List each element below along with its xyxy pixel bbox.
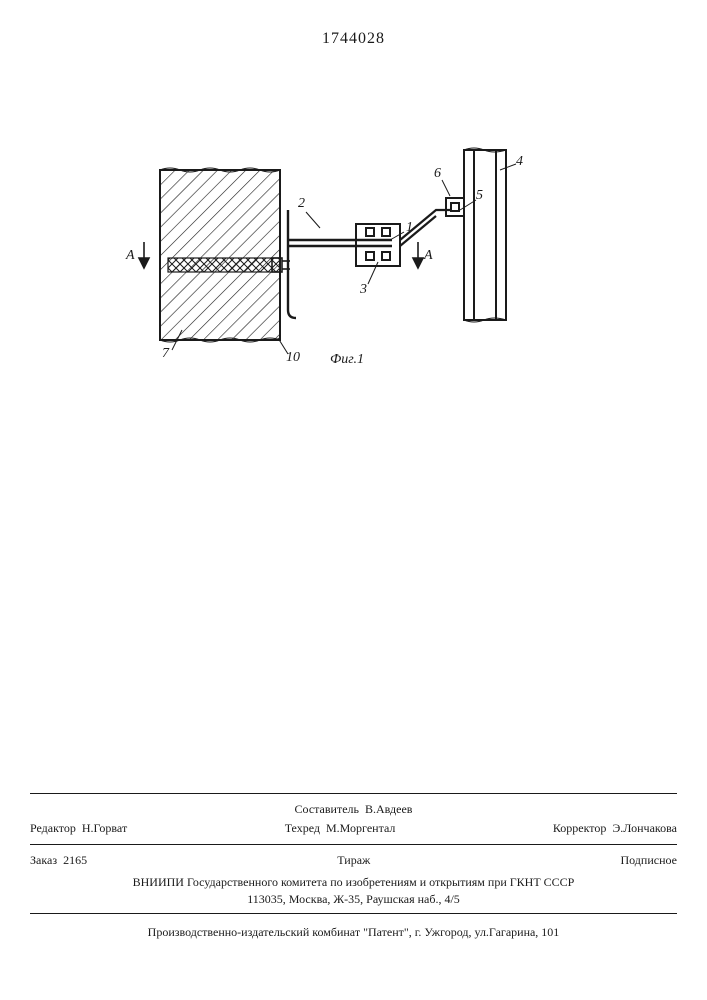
figure-1: 1 2 3 4 5 6 7 10 A A Фиг.1 [120, 140, 540, 380]
section-label-a-left: A [126, 248, 135, 264]
editor-label: Редактор [30, 821, 76, 835]
bracket-6 [446, 198, 464, 216]
figure-caption: Фиг.1 [330, 352, 364, 368]
org-line-2: 113035, Москва, Ж-35, Раушская наб., 4/5 [30, 891, 677, 907]
label-7: 7 [162, 346, 169, 362]
order-row: Заказ 2165 Тираж Подписное [30, 851, 677, 870]
footer-rule-3 [30, 913, 677, 914]
order-number: 2165 [63, 853, 87, 867]
tirazh-label: Тираж [337, 853, 370, 868]
anchor-strip [168, 258, 280, 272]
document-number: 1744028 [0, 30, 707, 48]
footer: . Составитель В.Авдеев . Редактор Н.Горв… [30, 787, 677, 940]
compiler-label: Составитель [295, 802, 359, 816]
tech-label: Техред [285, 821, 320, 835]
compiler-name: В.Авдеев [365, 802, 412, 816]
editor-name: Н.Горват [82, 821, 127, 835]
tech-name: М.Моргентал [326, 821, 395, 835]
credits-row-1: . Составитель В.Авдеев . [30, 800, 677, 819]
label-5: 5 [476, 188, 483, 204]
bracket-2 [288, 210, 392, 318]
corrector-name: Э.Лончакова [612, 821, 677, 835]
subscription-label: Подписное [620, 853, 677, 868]
section-marker-right [413, 242, 423, 268]
section-marker-left [139, 242, 149, 268]
label-6: 6 [434, 166, 441, 182]
org-line-1: ВНИИПИ Государственного комитета по изоб… [30, 874, 677, 890]
wall-section [160, 168, 280, 342]
credits-row-2: Редактор Н.Горват Техред М.Моргентал Кор… [30, 819, 677, 838]
organization-address: ВНИИПИ Государственного комитета по изоб… [30, 870, 677, 906]
footer-rule-2 [30, 844, 677, 845]
label-3: 3 [360, 282, 367, 298]
label-10: 10 [286, 350, 300, 366]
figure-svg [120, 140, 540, 380]
section-label-a-right: A [424, 248, 433, 264]
panel-4 [464, 148, 506, 322]
label-1: 1 [406, 220, 413, 236]
order-label: Заказ [30, 853, 57, 867]
label-4: 4 [516, 154, 523, 170]
footer-rule-1 [30, 793, 677, 794]
production-line: Производственно-издательский комбинат "П… [30, 920, 677, 940]
corrector-label: Корректор [553, 821, 607, 835]
label-2: 2 [298, 196, 305, 212]
